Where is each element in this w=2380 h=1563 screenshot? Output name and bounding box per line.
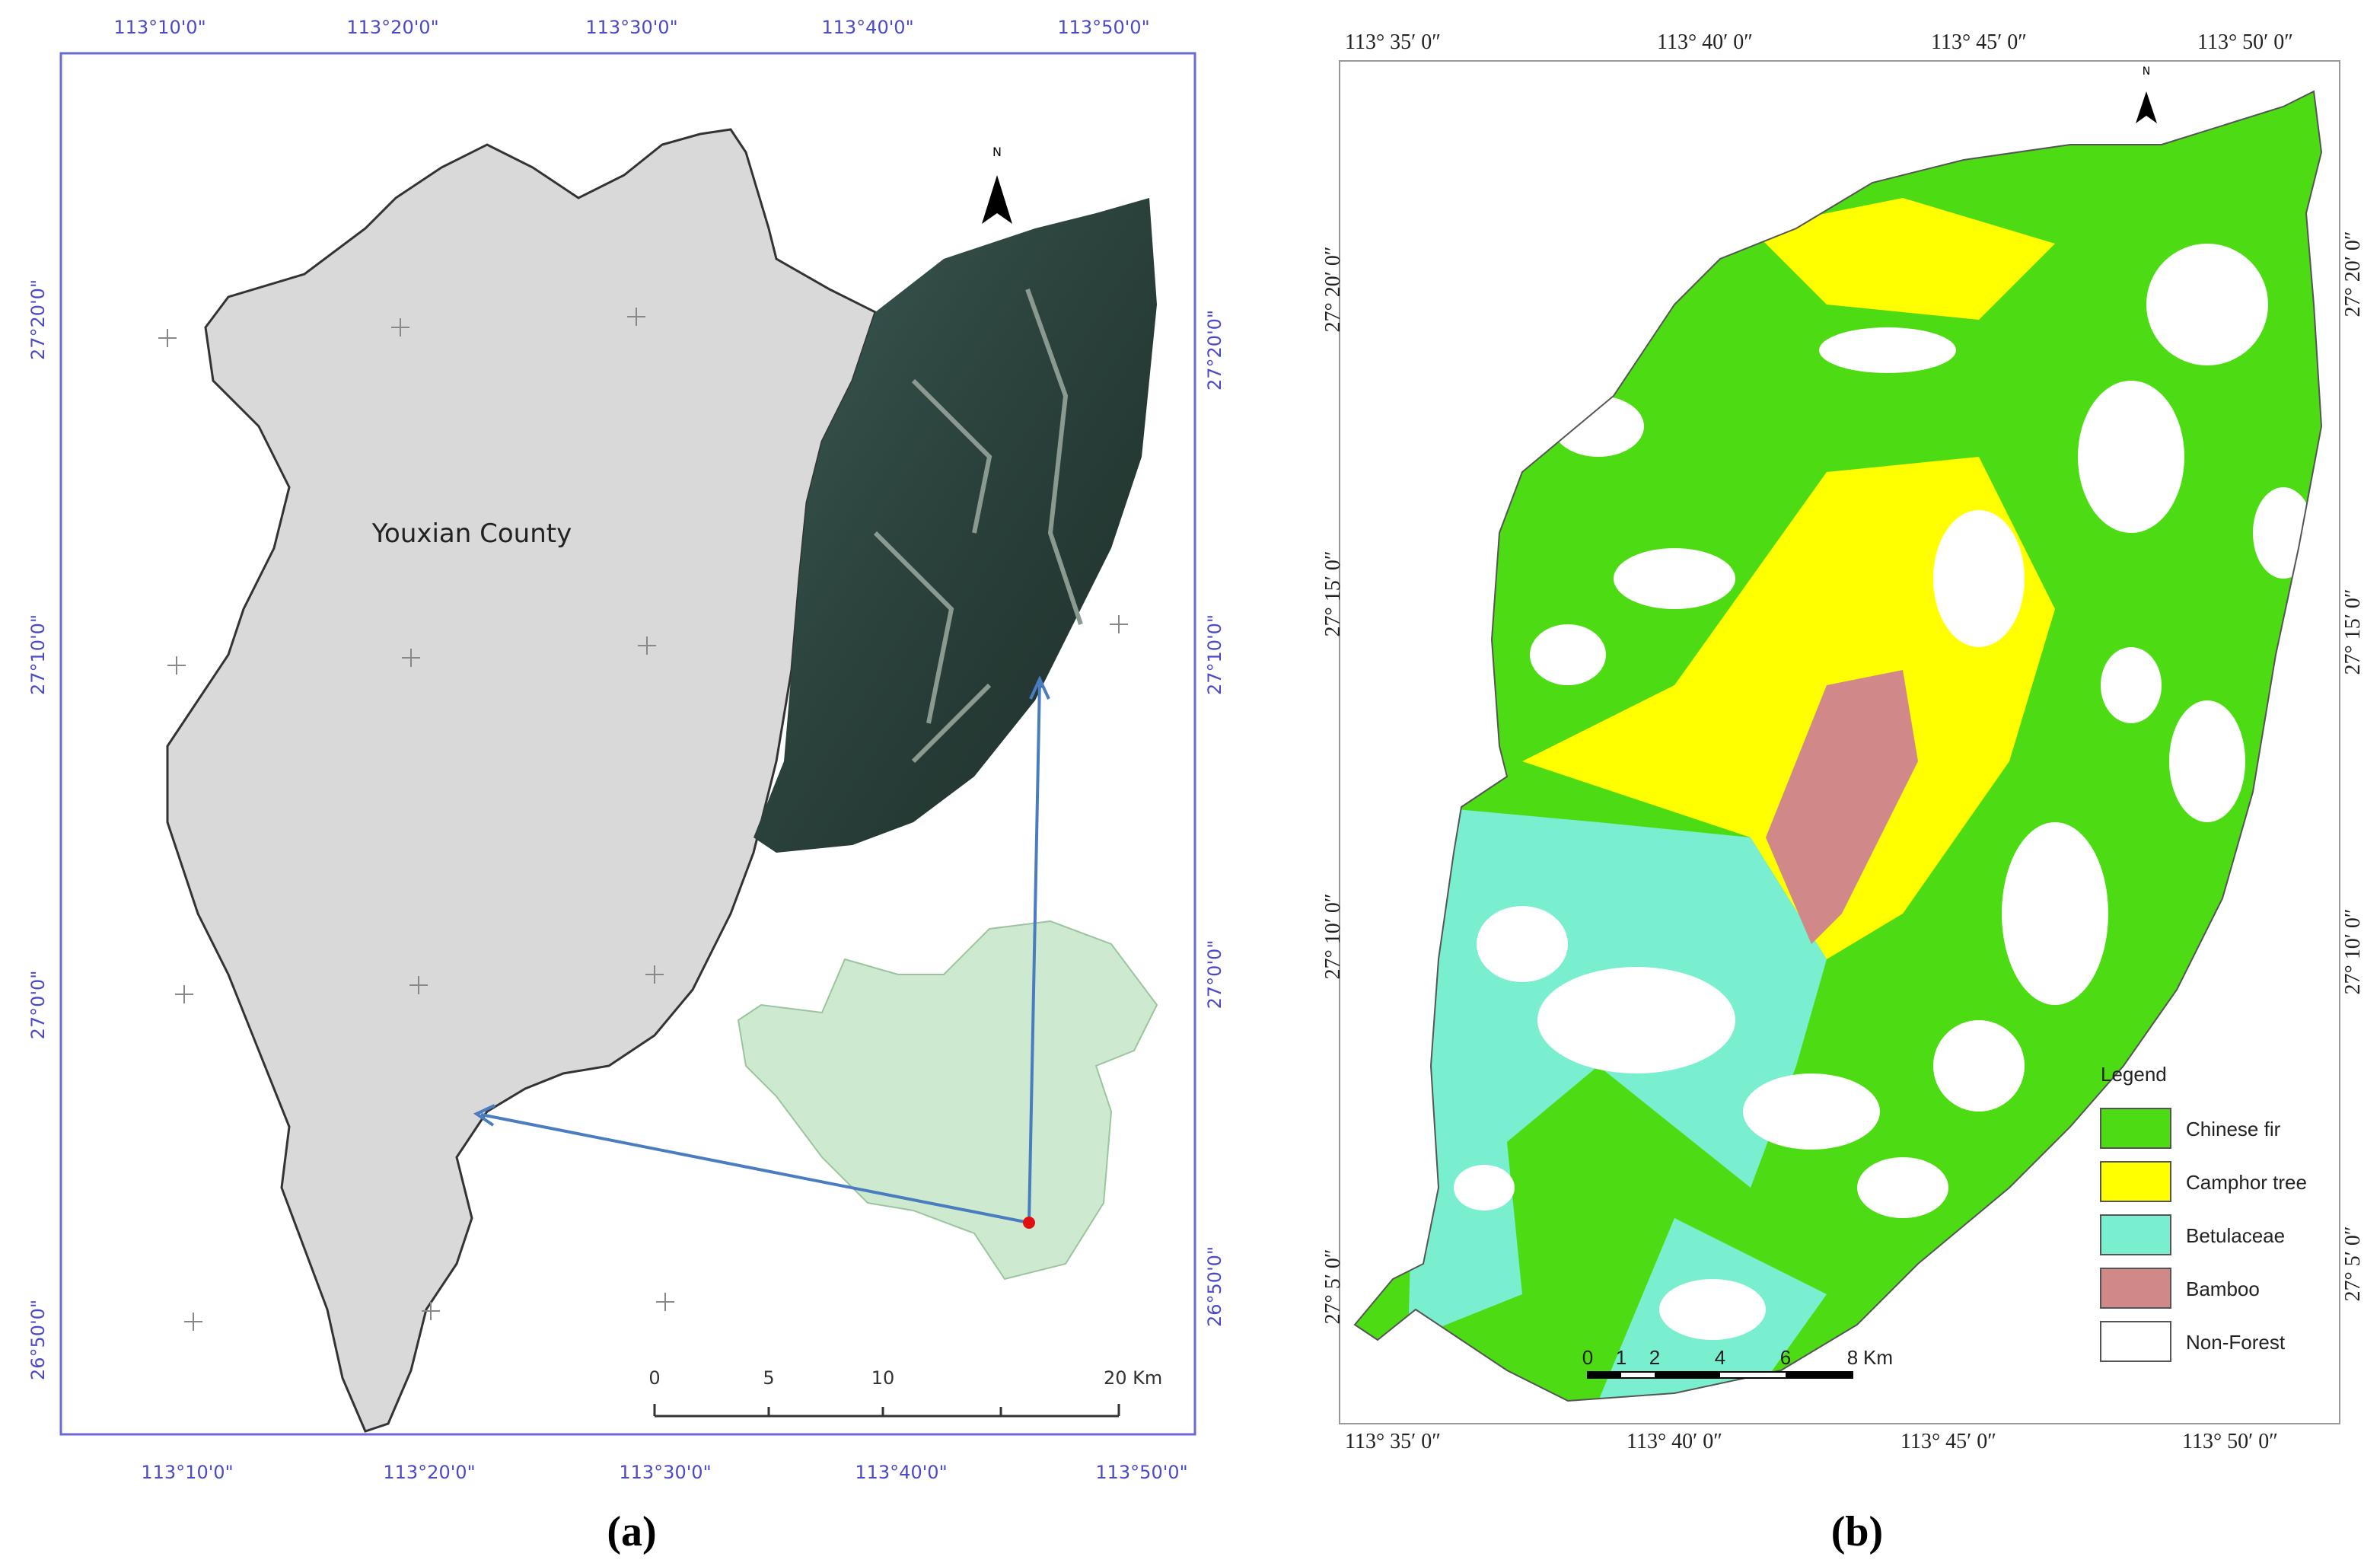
satellite-image xyxy=(754,198,1157,853)
coordinate-label: 26°50'0" xyxy=(1204,1246,1225,1327)
legend: Legend Chinese fir Camphor tree Betulaceae B… xyxy=(2100,1063,2307,1362)
caption: (a) xyxy=(607,1508,656,1555)
coordinate-label: 27°0'0" xyxy=(27,971,49,1040)
scale-label: 20 Km xyxy=(1104,1367,1162,1389)
arrow-head xyxy=(1029,675,1050,700)
legend-swatch xyxy=(2100,1108,2171,1149)
scale-bar-a xyxy=(653,1404,1120,1418)
scale-label: 5 xyxy=(763,1367,774,1389)
legend-title: Legend xyxy=(2101,1063,2167,1086)
location-dot xyxy=(1023,1217,1035,1229)
coordinate-label: 113°10'0" xyxy=(113,17,206,38)
coordinate-label: 27°20'0" xyxy=(1204,310,1225,391)
coordinate-label: 27°10'0" xyxy=(27,614,49,695)
coordinate-label: 113° 35′ 0″ xyxy=(1345,1430,1441,1453)
county-label: Youxian County xyxy=(371,518,572,549)
coordinate-label: 113° 40′ 0″ xyxy=(1626,1430,1722,1453)
north-label: N xyxy=(2143,65,2150,78)
coordinate-label: 27° 15′ 0″ xyxy=(2341,589,2365,675)
scale-label: 1 xyxy=(1616,1346,1626,1369)
coordinate-label: 26°50'0" xyxy=(27,1300,49,1380)
arrow xyxy=(480,1113,1030,1224)
coordinate-label: 113°10'0" xyxy=(141,1462,233,1483)
coordinate-label: 113°30'0" xyxy=(619,1462,711,1483)
coordinate-label: 27°20'0" xyxy=(27,279,49,360)
scale-label: 0 xyxy=(1582,1346,1593,1369)
scale-label: 0 xyxy=(648,1367,660,1389)
graticule-crosses xyxy=(158,308,1128,1331)
north-arrow xyxy=(2136,91,2157,123)
north-arrow xyxy=(982,175,1012,224)
scale-label: 4 xyxy=(1715,1346,1725,1369)
caption: (b) xyxy=(1831,1508,1883,1555)
coordinate-label: 27° 5′ 0″ xyxy=(1321,1249,1345,1325)
coordinate-label: 113°20'0" xyxy=(346,17,438,38)
coordinate-label: 113° 50′ 0″ xyxy=(2182,1430,2278,1453)
coordinate-label: 113° 50′ 0″ xyxy=(2197,30,2293,54)
coordinate-label: 27° 10′ 0″ xyxy=(2341,909,2365,995)
scale-bar-b xyxy=(1587,1371,1853,1379)
legend-swatch xyxy=(2100,1268,2171,1309)
arrow xyxy=(1028,681,1041,1223)
scale-label: Km xyxy=(1863,1346,1893,1369)
coordinate-label: 113° 45′ 0″ xyxy=(1931,30,2027,54)
legend-label: Bamboo xyxy=(2186,1278,2260,1300)
coordinate-label: 27° 15′ 0″ xyxy=(1321,551,1345,637)
scale-label: 6 xyxy=(1780,1346,1791,1369)
coordinate-label: 27° 10′ 0″ xyxy=(1321,894,1345,980)
legend-label: Camphor tree xyxy=(2186,1171,2307,1194)
valleys xyxy=(873,288,1083,764)
coordinate-label: 113°30'0" xyxy=(585,17,677,38)
scale-label: 8 xyxy=(1847,1346,1858,1369)
scale-label: 10 xyxy=(871,1367,895,1389)
coordinate-label: 113°40'0" xyxy=(821,17,913,38)
legend-swatch xyxy=(2100,1214,2171,1255)
coordinate-label: 27° 20′ 0″ xyxy=(2341,231,2365,317)
arrow-head xyxy=(473,1104,495,1127)
coordinate-label: 113°50'0" xyxy=(1095,1462,1187,1483)
coordinate-label: 113°20'0" xyxy=(383,1462,475,1483)
coordinate-label: 113°40'0" xyxy=(855,1462,947,1483)
legend-label: Betulaceae xyxy=(2186,1224,2285,1247)
scale-label: 2 xyxy=(1649,1346,1660,1369)
legend-label: Non-Forest xyxy=(2186,1331,2286,1354)
forest-map xyxy=(1355,91,2321,1401)
coordinate-label: 113° 35′ 0″ xyxy=(1345,30,1441,54)
coordinate-label: 27°0'0" xyxy=(1204,940,1225,1010)
legend-swatch xyxy=(2100,1321,2171,1362)
coordinate-label: 27° 20′ 0″ xyxy=(1321,247,1345,333)
legend-label: Chinese fir xyxy=(2186,1118,2281,1140)
coordinate-label: 113°50'0" xyxy=(1057,17,1149,38)
coordinate-label: 113° 45′ 0″ xyxy=(1900,1430,1996,1453)
legend-swatch xyxy=(2100,1161,2171,1202)
coordinate-label: 113° 40′ 0″ xyxy=(1657,30,1753,54)
north-label: N xyxy=(992,145,1002,159)
coordinate-label: 27°10'0" xyxy=(1204,614,1225,695)
coordinate-label: 27° 5′ 0″ xyxy=(2341,1226,2365,1302)
